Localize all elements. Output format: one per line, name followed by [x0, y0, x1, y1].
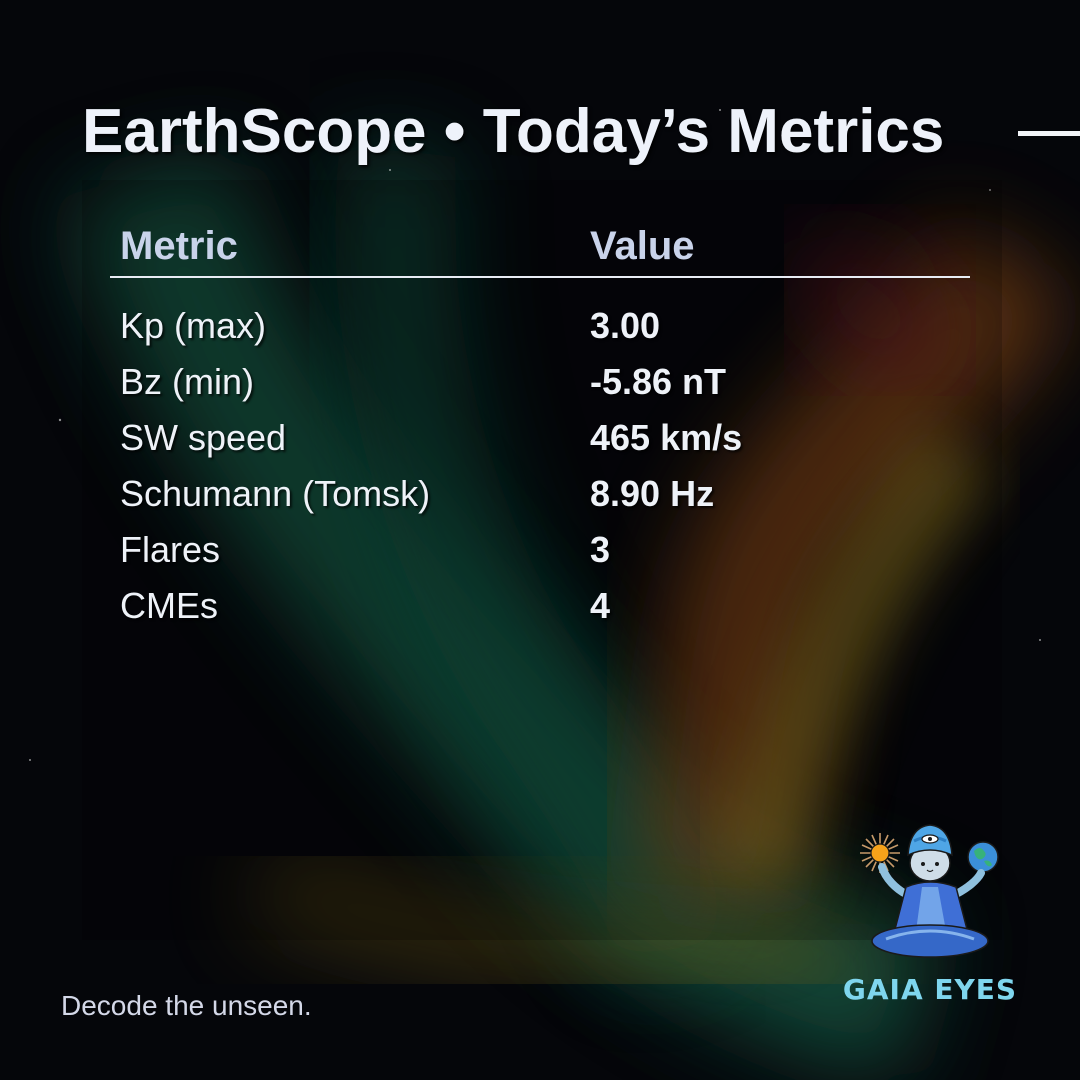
table-row: Flares 3: [110, 522, 970, 578]
metric-value: 4: [590, 585, 611, 626]
metric-name: Bz (min): [120, 361, 254, 402]
metric-name: Kp (max): [120, 305, 267, 346]
page-title: EarthScope • Today’s Metrics: [82, 97, 945, 166]
metric-name: Schumann (Tomsk): [120, 473, 431, 514]
column-header-value: Value: [580, 222, 970, 278]
metric-value: 3.00: [590, 305, 661, 346]
metric-value: 3: [590, 529, 611, 570]
metric-value: 465 km/s: [590, 417, 743, 458]
meditating-cat-logo-icon: [860, 824, 999, 958]
metric-name: SW speed: [120, 417, 287, 458]
title-accent-line: [1018, 131, 1080, 136]
table-row: SW speed 465 km/s: [110, 410, 970, 466]
metric-name: CMEs: [120, 585, 218, 626]
metric-value: 8.90 Hz: [590, 473, 715, 514]
table-row: Schumann (Tomsk) 8.90 Hz: [110, 466, 970, 522]
column-header-metric: Metric: [110, 222, 580, 278]
table-row: Bz (min) -5.86 nT: [110, 354, 970, 410]
table-row: Kp (max) 3.00: [110, 277, 970, 354]
table-header-row: Metric Value: [110, 222, 970, 278]
table-row: CMEs 4: [110, 578, 970, 634]
brand-name: GAIA EYES: [842, 973, 1018, 1006]
metrics-table: Metric Value Kp (max) 3.00 Bz (min) -5.8…: [110, 222, 970, 634]
metric-value: -5.86 nT: [590, 361, 727, 402]
content-panel: [82, 180, 1002, 940]
tagline: Decode the unseen.: [61, 990, 312, 1021]
metric-name: Flares: [120, 529, 221, 570]
